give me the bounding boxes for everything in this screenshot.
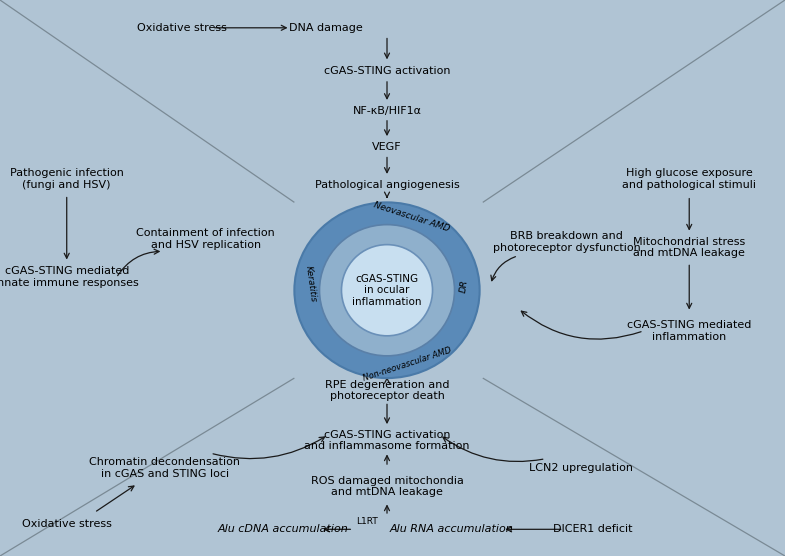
FancyArrowPatch shape: [64, 197, 69, 258]
Text: Alu cDNA accumulation: Alu cDNA accumulation: [217, 524, 348, 534]
Text: High glucose exposure
and pathological stimuli: High glucose exposure and pathological s…: [623, 168, 756, 190]
FancyArrowPatch shape: [324, 527, 350, 532]
Text: cGAS-STING mediated
innate immune responses: cGAS-STING mediated innate immune respon…: [0, 266, 139, 287]
FancyArrowPatch shape: [118, 249, 159, 276]
FancyArrowPatch shape: [385, 192, 389, 197]
FancyArrowPatch shape: [506, 527, 560, 532]
FancyArrowPatch shape: [443, 437, 543, 461]
FancyArrowPatch shape: [385, 506, 389, 513]
FancyArrowPatch shape: [521, 311, 641, 339]
FancyArrowPatch shape: [687, 265, 692, 308]
FancyArrowPatch shape: [97, 486, 134, 511]
Text: RPE degeneration and
photoreceptor death: RPE degeneration and photoreceptor death: [325, 380, 449, 401]
Text: Keratitis: Keratitis: [303, 265, 317, 304]
FancyArrowPatch shape: [215, 26, 287, 30]
Text: cGAS-STING activation
and inflammasome formation: cGAS-STING activation and inflammasome f…: [305, 430, 469, 451]
Text: Pathological angiogenesis: Pathological angiogenesis: [315, 180, 459, 190]
Text: DICER1 deficit: DICER1 deficit: [553, 524, 633, 534]
Text: Chromatin decondensation
in cGAS and STING loci: Chromatin decondensation in cGAS and STI…: [89, 458, 240, 479]
Ellipse shape: [319, 225, 455, 356]
FancyArrowPatch shape: [385, 456, 389, 464]
FancyArrowPatch shape: [385, 82, 389, 98]
Text: Pathogenic infection
(fungi and HSV): Pathogenic infection (fungi and HSV): [9, 168, 124, 190]
Text: ROS damaged mitochondia
and mtDNA leakage: ROS damaged mitochondia and mtDNA leakag…: [311, 476, 463, 497]
FancyArrowPatch shape: [385, 121, 389, 135]
Text: L1RT: L1RT: [356, 517, 378, 526]
Text: cGAS-STING activation: cGAS-STING activation: [323, 66, 451, 76]
Text: LCN2 upregulation: LCN2 upregulation: [529, 463, 633, 473]
Text: Oxidative stress: Oxidative stress: [22, 519, 111, 529]
Text: BRB breakdown and
photoreceptor dysfunction: BRB breakdown and photoreceptor dysfunct…: [493, 231, 641, 252]
Ellipse shape: [294, 202, 480, 378]
FancyArrowPatch shape: [687, 198, 692, 229]
FancyArrowPatch shape: [491, 257, 516, 281]
Text: VEGF: VEGF: [372, 142, 402, 152]
Text: NF-κB/HIF1α: NF-κB/HIF1α: [352, 106, 422, 116]
Ellipse shape: [341, 245, 433, 336]
FancyArrowPatch shape: [213, 437, 324, 459]
Text: DR: DR: [458, 279, 469, 293]
Text: cGAS-STING
in ocular
inflammation: cGAS-STING in ocular inflammation: [352, 274, 422, 307]
FancyArrowPatch shape: [385, 404, 389, 423]
Text: Alu RNA accumulation: Alu RNA accumulation: [389, 524, 513, 534]
Text: Non-neovascular AMD: Non-neovascular AMD: [362, 346, 453, 383]
Text: Mitochondrial stress
and mtDNA leakage: Mitochondrial stress and mtDNA leakage: [633, 237, 745, 258]
FancyArrowPatch shape: [385, 157, 389, 172]
Text: DNA damage: DNA damage: [289, 23, 363, 33]
Text: cGAS-STING mediated
inflammation: cGAS-STING mediated inflammation: [627, 320, 751, 341]
Text: Containment of infection
and HSV replication: Containment of infection and HSV replica…: [137, 229, 275, 250]
FancyArrowPatch shape: [385, 38, 389, 58]
Text: Oxidative stress: Oxidative stress: [137, 23, 227, 33]
Text: Neovascular AMD: Neovascular AMD: [373, 201, 451, 234]
FancyArrowPatch shape: [385, 378, 389, 384]
